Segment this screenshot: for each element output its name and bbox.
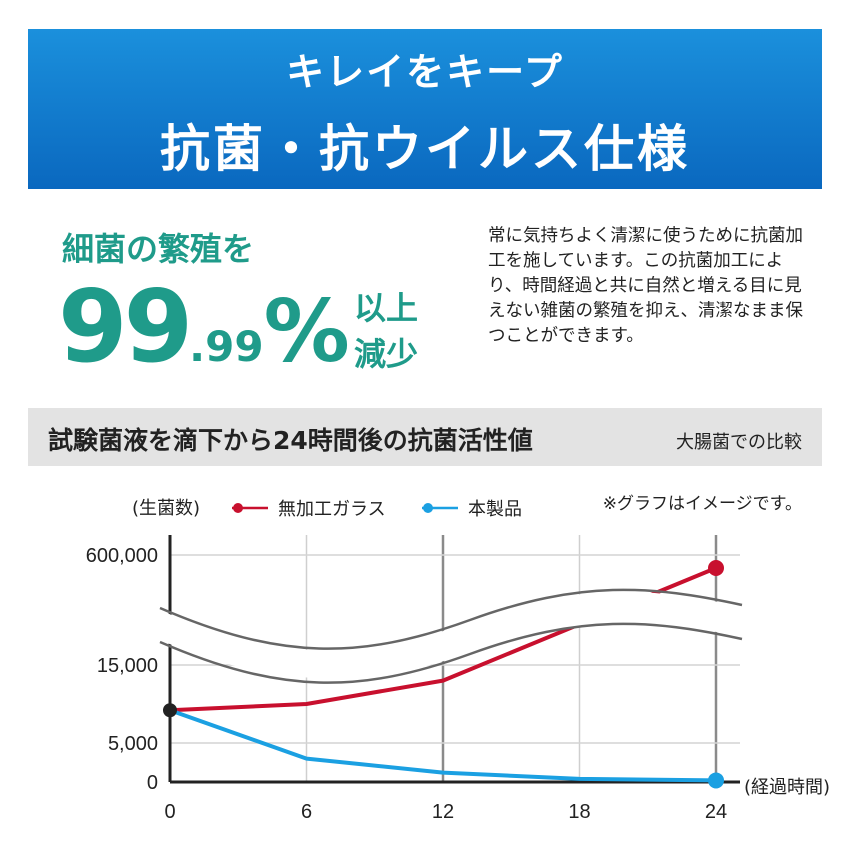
hero-banner: キレイをキープ 抗菌・抗ウイルス仕様	[28, 29, 822, 189]
section-subtitle: 大腸菌での比較	[676, 432, 802, 453]
legend-label: 本製品	[468, 499, 522, 520]
percent-sign: %	[263, 282, 350, 382]
banner-tagline: キレイをキープ	[286, 50, 564, 94]
legend-swatch-dot	[423, 503, 433, 513]
legend-label: 無加工ガラス	[278, 499, 386, 520]
x-tick-label: 0	[164, 801, 175, 823]
claim-tail-line2: 減少	[354, 335, 419, 373]
chart-labels: 0 6 12 18 24 0 5,000 15,000 600,000 (生菌数) (経過時間)	[86, 498, 830, 823]
percent-decimal: .99	[189, 322, 264, 371]
section-header: 試験菌液を滴下から24時間後の抗菌活性値 大腸菌での比較	[28, 408, 822, 466]
series-line-product	[169, 708, 717, 783]
claim-lead: 細菌の繁殖を	[62, 230, 255, 268]
y-tick-label: 0	[147, 772, 158, 794]
claim-tail-line1: 以上	[354, 289, 419, 327]
x-axis-label: (経過時間)	[744, 777, 830, 798]
x-tick-label: 6	[301, 801, 312, 823]
axis-break	[159, 588, 743, 684]
axis-break-line-bottom	[159, 622, 743, 684]
chart-note: ※グラフはイメージです。	[602, 494, 802, 514]
reduction-percentage: 99.99%	[58, 268, 350, 385]
x-tick-label: 18	[568, 801, 590, 823]
start-point	[163, 703, 177, 718]
section-title: 試験菌液を滴下から24時間後の抗菌活性値	[48, 426, 533, 455]
banner-headline: 抗菌・抗ウイルス仕様	[160, 120, 690, 178]
claim-tail: 以上 減少	[354, 285, 418, 377]
series-end-point	[708, 560, 724, 576]
y-tick-label: 15,000	[97, 655, 158, 677]
y-axis-label: (生菌数)	[132, 498, 200, 519]
chart-axes	[168, 535, 740, 784]
percent-main: 99	[58, 268, 193, 385]
x-tick-label: 12	[432, 801, 454, 823]
axis-break-band	[160, 591, 742, 679]
axis-break-line-top	[159, 588, 743, 650]
y-tick-label: 600,000	[86, 545, 158, 567]
x-tick-label: 24	[705, 801, 727, 823]
series-end-point	[708, 772, 724, 789]
chart-legend: 無加工ガラス 本製品	[232, 499, 522, 520]
legend-swatch-dot	[233, 503, 243, 513]
description-text: 常に気持ちよく清潔に使うために抗菌加工を施しています。この抗菌加工により、時間経…	[488, 226, 803, 346]
y-tick-label: 5,000	[108, 733, 158, 755]
